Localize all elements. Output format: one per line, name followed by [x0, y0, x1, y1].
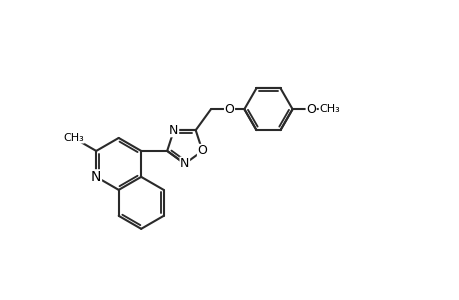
Text: O: O	[197, 144, 207, 158]
Text: N: N	[180, 157, 189, 170]
Text: O: O	[224, 103, 234, 116]
Text: N: N	[91, 170, 101, 184]
Text: N: N	[169, 124, 178, 137]
Text: CH₃: CH₃	[63, 133, 84, 143]
Text: CH₃: CH₃	[319, 104, 339, 114]
Text: O: O	[306, 103, 315, 116]
